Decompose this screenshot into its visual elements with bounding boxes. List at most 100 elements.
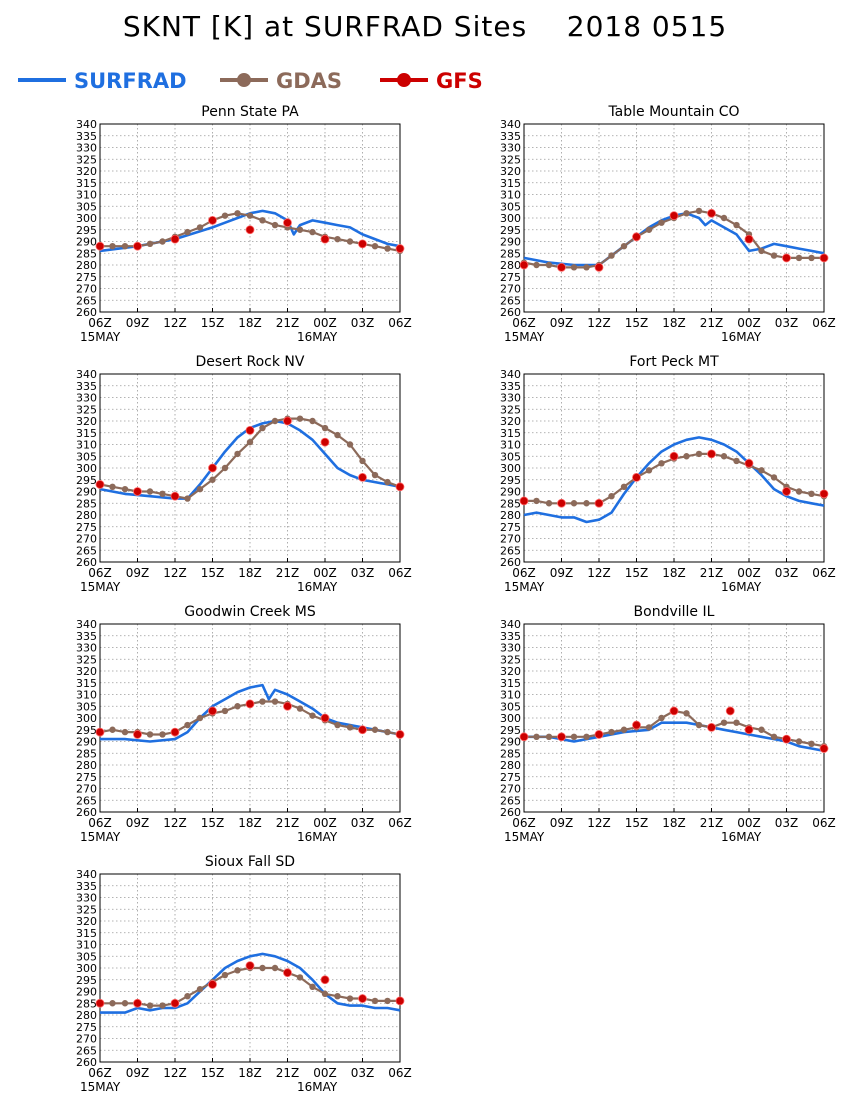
gfs-point [358,725,367,735]
gdas-point [334,721,341,729]
y-tick-label: 285 [76,497,97,510]
y-tick-label: 285 [76,747,97,760]
gdas-point [808,740,815,748]
x-tick-label: 18Z [238,1066,262,1080]
y-tick-label: 280 [500,509,521,522]
gdas-point [196,485,204,493]
y-tick-label: 325 [500,403,521,416]
gdas-point [309,417,316,425]
gfs-point [519,496,529,506]
y-tick-label: 310 [500,689,521,702]
gdas-point [770,252,778,259]
gdas-point [271,964,279,972]
y-tick-label: 290 [500,486,521,499]
y-tick-label: 280 [76,259,97,272]
x-tick-label: 06Z [88,816,112,830]
y-tick-label: 340 [500,618,521,631]
gdas-point [159,490,166,498]
gdas-point [808,254,815,262]
gfs-point [95,727,105,737]
x-tick-label: 06Z [388,816,412,830]
gdas-point [658,219,665,226]
gdas-point [570,500,578,507]
y-tick-label: 310 [500,439,521,452]
legend: SURFRAD GDAS GFS [18,69,483,93]
x-tick-label: 12Z [163,566,187,580]
x-tick-label: 18Z [238,316,262,330]
y-tick-label: 320 [500,665,521,678]
gdas-point [384,728,391,736]
gdas-point [234,703,241,710]
y-tick-label: 260 [76,1056,97,1069]
y-tick-label: 285 [500,247,521,260]
x-date-label: 15MAY [504,330,545,344]
y-tick-label: 290 [76,236,97,249]
gdas-point [259,964,266,972]
surfrad-line [100,683,401,743]
gdas-point [259,698,266,705]
gfs-point [133,241,142,251]
y-tick-label: 340 [76,618,97,631]
y-tick-label: 315 [76,427,97,440]
gfs-point [744,234,754,244]
gdas-point [271,221,279,229]
y-tick-label: 300 [500,462,521,475]
x-tick-label: 06Z [812,316,836,330]
gdas-point [346,995,354,1002]
x-tick-label: 06Z [812,816,836,830]
x-tick-label: 12Z [163,1066,187,1080]
x-date-label: 15MAY [80,1080,121,1094]
x-date-label: 15MAY [504,580,545,594]
gfs-point [744,458,754,468]
x-date-label: 16MAY [297,330,338,344]
gdas-point [695,207,703,215]
gdas-point [196,714,204,722]
x-tick-label: 15Z [201,816,225,830]
gdas-point [695,450,703,458]
gfs-point [133,487,142,496]
x-tick-label: 06Z [88,566,112,580]
y-tick-label: 305 [76,450,97,463]
gdas-point [184,993,191,1000]
x-tick-label: 00Z [313,566,337,580]
gdas-point [196,224,204,231]
y-tick-label: 330 [500,392,521,405]
gdas-point [758,247,765,255]
y-tick-label: 275 [500,271,521,284]
series-surfrad [99,419,401,500]
gdas-point [221,464,229,472]
series-gfs [519,208,829,272]
y-tick-label: 265 [500,294,521,307]
y-tick-label: 275 [76,771,97,784]
gfs-point [95,998,105,1008]
gfs-point [358,472,367,482]
x-tick-label: 15Z [625,316,649,330]
gfs-point [707,449,716,459]
gdas-point [720,214,728,222]
x-date-label: 15MAY [80,580,121,594]
y-tick-label: 305 [500,450,521,463]
y-tick-label: 260 [76,306,97,319]
x-date-label: 16MAY [297,1080,338,1094]
gdas-point [184,721,191,729]
gfs-point [170,727,180,737]
gdas-point [570,733,578,740]
x-tick-label: 18Z [662,566,686,580]
gdas-point [334,993,341,1000]
y-tick-label: 275 [76,271,97,284]
y-tick-label: 280 [76,759,97,772]
y-tick-label: 290 [76,986,97,999]
gdas-point [645,226,653,233]
y-tick-label: 270 [500,783,521,796]
x-tick-label: 06Z [812,566,836,580]
y-tick-label: 310 [76,939,97,952]
gfs-point [557,498,566,508]
chart-panel-5: Goodwin Creek MS 260265270275280285290295… [76,604,412,844]
x-tick-label: 21Z [276,816,300,830]
gfs-point [395,996,405,1006]
y-tick-label: 310 [76,689,97,702]
x-tick-label: 00Z [737,816,761,830]
gdas-point [346,724,354,731]
gfs-point [594,730,604,739]
gdas-point [545,261,553,269]
